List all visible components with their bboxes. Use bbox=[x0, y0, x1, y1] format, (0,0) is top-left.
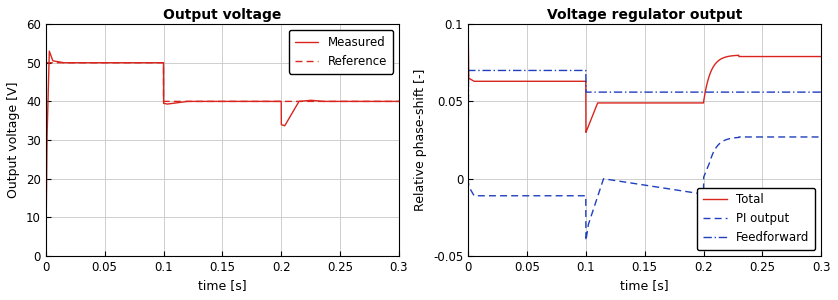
Line: Feedforward: Feedforward bbox=[468, 70, 821, 179]
Total bbox=[727, 54, 737, 58]
Feedforward bbox=[675, 90, 685, 94]
Total bbox=[675, 101, 685, 105]
Feedforward bbox=[463, 177, 473, 181]
Measured bbox=[112, 61, 122, 64]
PI output bbox=[598, 178, 608, 182]
Measured bbox=[294, 100, 304, 103]
Measured bbox=[44, 49, 54, 53]
PI output bbox=[816, 135, 826, 139]
Reference bbox=[394, 100, 404, 103]
Total bbox=[753, 55, 763, 58]
PI output bbox=[527, 194, 537, 198]
Reference bbox=[158, 100, 168, 103]
Measured bbox=[269, 100, 279, 103]
Feedforward bbox=[527, 69, 537, 72]
PI output bbox=[727, 136, 737, 140]
Measured bbox=[360, 100, 370, 103]
Measured bbox=[394, 100, 404, 103]
Total bbox=[693, 101, 703, 105]
Total bbox=[463, 22, 473, 26]
Reference bbox=[158, 61, 168, 64]
PI output bbox=[753, 135, 763, 139]
PI output bbox=[581, 239, 591, 242]
X-axis label: time [s]: time [s] bbox=[198, 280, 246, 292]
Feedforward bbox=[816, 90, 826, 94]
Feedforward bbox=[463, 69, 473, 72]
Y-axis label: Output voltage [V]: Output voltage [V] bbox=[8, 82, 20, 198]
PI output bbox=[675, 189, 685, 192]
X-axis label: time [s]: time [s] bbox=[620, 280, 669, 292]
Feedforward bbox=[693, 90, 703, 94]
Total bbox=[581, 130, 591, 134]
Measured bbox=[303, 99, 313, 102]
Feedforward bbox=[598, 90, 608, 94]
Total bbox=[816, 55, 826, 58]
Title: Output voltage: Output voltage bbox=[163, 8, 282, 22]
Total bbox=[527, 80, 537, 83]
Line: Total: Total bbox=[468, 24, 821, 132]
Line: Reference: Reference bbox=[46, 63, 399, 101]
Measured bbox=[54, 60, 64, 64]
Feedforward bbox=[753, 90, 763, 94]
Feedforward bbox=[727, 90, 737, 94]
Measured bbox=[41, 254, 51, 258]
Line: PI output: PI output bbox=[468, 137, 821, 241]
Legend: Measured, Reference: Measured, Reference bbox=[289, 30, 393, 74]
Reference bbox=[41, 61, 51, 64]
PI output bbox=[693, 191, 703, 195]
Y-axis label: Relative phase-shift [-]: Relative phase-shift [-] bbox=[415, 69, 427, 211]
Total bbox=[598, 101, 608, 105]
PI output bbox=[463, 177, 473, 181]
Line: Measured: Measured bbox=[46, 51, 399, 256]
Legend: Total, PI output, Feedforward: Total, PI output, Feedforward bbox=[697, 188, 815, 250]
PI output bbox=[734, 135, 744, 139]
Title: Voltage regulator output: Voltage regulator output bbox=[547, 8, 742, 22]
